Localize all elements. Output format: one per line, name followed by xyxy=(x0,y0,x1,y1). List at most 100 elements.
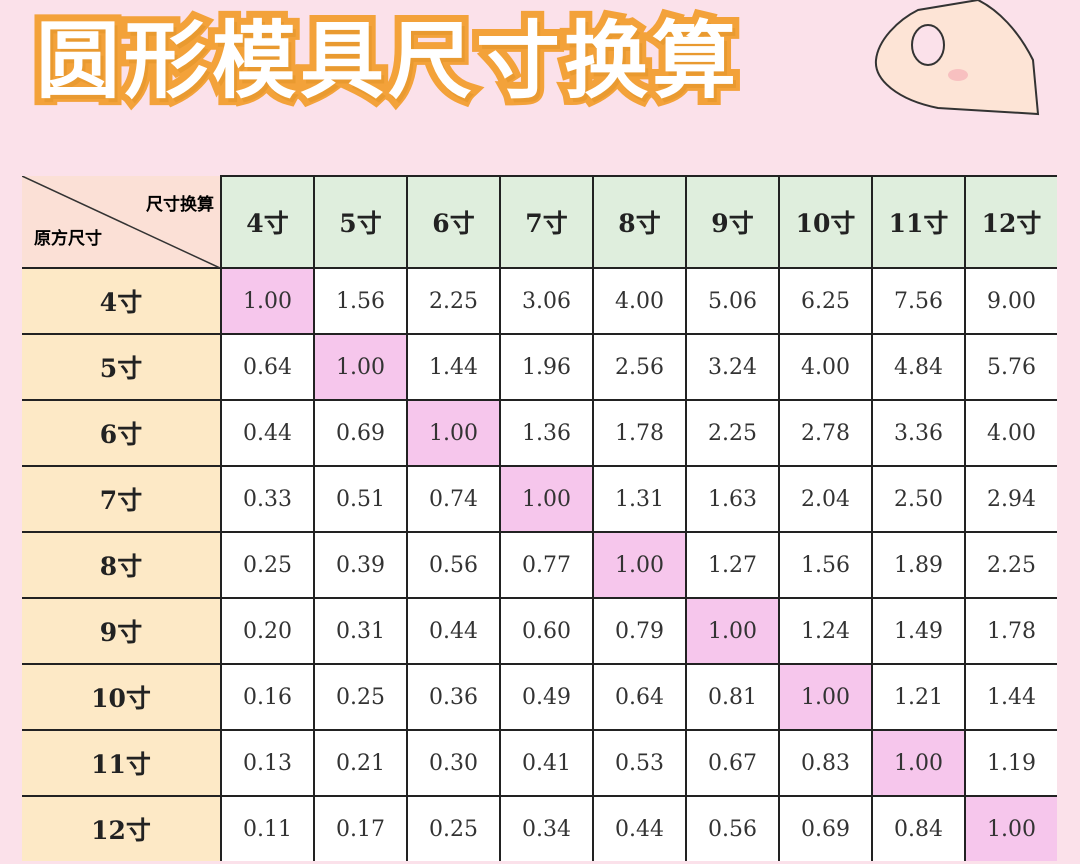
table-cell: 1.78 xyxy=(592,399,687,467)
table-cell: 0.34 xyxy=(499,795,594,861)
column-header: 11寸 xyxy=(871,175,966,268)
table-cell: 0.84 xyxy=(871,795,966,861)
table-cell: 0.69 xyxy=(778,795,873,861)
table-cell: 0.17 xyxy=(313,795,408,861)
row-header: 9寸 xyxy=(22,597,222,665)
table-cell: 1.44 xyxy=(964,663,1057,731)
row-header: 8寸 xyxy=(22,531,222,599)
diagonal-cell: 1.00 xyxy=(871,729,966,797)
table-cell: 7.56 xyxy=(871,267,966,335)
table-cell: 1.19 xyxy=(964,729,1057,797)
table-cell: 0.49 xyxy=(499,663,594,731)
table-cell: 0.77 xyxy=(499,531,594,599)
table-cell: 9.00 xyxy=(964,267,1057,335)
row-header: 11寸 xyxy=(22,729,222,797)
table-cell: 1.78 xyxy=(964,597,1057,665)
table-cell: 1.56 xyxy=(778,531,873,599)
table-cell: 0.53 xyxy=(592,729,687,797)
table-cell: 0.36 xyxy=(406,663,501,731)
table-row: 6寸 0.44 0.69 1.00 1.36 1.78 2.25 2.78 3.36 4.00 xyxy=(22,399,1057,467)
row-header: 6寸 xyxy=(22,399,222,467)
table-cell: 2.04 xyxy=(778,465,873,533)
table-cell: 1.31 xyxy=(592,465,687,533)
table-cell: 1.96 xyxy=(499,333,594,401)
table-cell: 5.76 xyxy=(964,333,1057,401)
table-cell: 0.44 xyxy=(592,795,687,861)
table-cell: 2.50 xyxy=(871,465,966,533)
table-cell: 0.33 xyxy=(220,465,315,533)
table-cell: 0.13 xyxy=(220,729,315,797)
page-title: 圆形模具尺寸换算 xyxy=(29,5,743,117)
table-cell: 0.25 xyxy=(406,795,501,861)
table-cell: 0.69 xyxy=(313,399,408,467)
table-cell: 2.25 xyxy=(964,531,1057,599)
table-cell: 2.94 xyxy=(964,465,1057,533)
table-cell: 0.21 xyxy=(313,729,408,797)
diagonal-cell: 1.00 xyxy=(220,267,315,335)
table-cell: 0.20 xyxy=(220,597,315,665)
diagonal-line xyxy=(22,176,220,268)
diagonal-cell: 1.00 xyxy=(778,663,873,731)
row-header: 12寸 xyxy=(22,795,222,861)
column-header: 7寸 xyxy=(499,175,594,268)
ok-hand-icon xyxy=(874,0,1040,116)
table-cell: 4.84 xyxy=(871,333,966,401)
table-cell: 0.44 xyxy=(406,597,501,665)
row-header: 7寸 xyxy=(22,465,222,533)
table-row: 7寸 0.33 0.51 0.74 1.00 1.31 1.63 2.04 2.50 2.94 xyxy=(22,465,1057,533)
table-row: 8寸 0.25 0.39 0.56 0.77 1.00 1.27 1.56 1.89 2.25 xyxy=(22,531,1057,599)
column-header: 9寸 xyxy=(685,175,780,268)
diagonal-cell: 1.00 xyxy=(499,465,594,533)
table-cell: 1.27 xyxy=(685,531,780,599)
table-row: 11寸 0.13 0.21 0.30 0.41 0.53 0.67 0.83 1.00 1.19 xyxy=(22,729,1057,797)
table-cell: 1.49 xyxy=(871,597,966,665)
table-cell: 0.11 xyxy=(220,795,315,861)
corner-top-label: 尺寸换算 xyxy=(146,195,214,215)
diagonal-cell: 1.00 xyxy=(406,399,501,467)
table-cell: 2.56 xyxy=(592,333,687,401)
table-row: 5寸 0.64 1.00 1.44 1.96 2.56 3.24 4.00 4.84 5.76 xyxy=(22,333,1057,401)
column-header: 5寸 xyxy=(313,175,408,268)
table-cell: 1.24 xyxy=(778,597,873,665)
table-cell: 0.56 xyxy=(406,531,501,599)
table-cell: 2.25 xyxy=(685,399,780,467)
table-cell: 3.36 xyxy=(871,399,966,467)
table-row: 4寸 1.00 1.56 2.25 3.06 4.00 5.06 6.25 7.56 9.00 xyxy=(22,267,1057,335)
table-cell: 0.74 xyxy=(406,465,501,533)
table-cell: 0.67 xyxy=(685,729,780,797)
diagonal-cell: 1.00 xyxy=(964,795,1057,861)
table-cell: 1.21 xyxy=(871,663,966,731)
table-cell: 0.30 xyxy=(406,729,501,797)
table-cell: 6.25 xyxy=(778,267,873,335)
table-cell: 4.00 xyxy=(592,267,687,335)
table-cell: 1.56 xyxy=(313,267,408,335)
table-cell: 3.06 xyxy=(499,267,594,335)
table-cell: 0.44 xyxy=(220,399,315,467)
table-cell: 0.64 xyxy=(592,663,687,731)
corner-bottom-label: 原方尺寸 xyxy=(34,229,102,249)
table-cell: 3.24 xyxy=(685,333,780,401)
table-cell: 0.25 xyxy=(313,663,408,731)
row-header: 4寸 xyxy=(22,267,222,335)
table-cell: 1.44 xyxy=(406,333,501,401)
table-cell: 0.56 xyxy=(685,795,780,861)
column-header: 4寸 xyxy=(220,175,315,268)
table-row: 10寸 0.16 0.25 0.36 0.49 0.64 0.81 1.00 1.21 1.44 xyxy=(22,663,1057,731)
table-cell: 1.89 xyxy=(871,531,966,599)
table-cell: 0.16 xyxy=(220,663,315,731)
column-header: 10寸 xyxy=(778,175,873,268)
table-cell: 0.60 xyxy=(499,597,594,665)
table-cell: 4.00 xyxy=(778,333,873,401)
row-header: 5寸 xyxy=(22,333,222,401)
table-cell: 1.36 xyxy=(499,399,594,467)
diagonal-cell: 1.00 xyxy=(592,531,687,599)
table-cell: 5.06 xyxy=(685,267,780,335)
table-row: 12寸 0.11 0.17 0.25 0.34 0.44 0.56 0.69 0.84 1.00 xyxy=(22,795,1057,861)
table-cell: 0.31 xyxy=(313,597,408,665)
table-cell: 0.83 xyxy=(778,729,873,797)
table-cell: 0.25 xyxy=(220,531,315,599)
table-cell: 0.51 xyxy=(313,465,408,533)
table-cell: 0.64 xyxy=(220,333,315,401)
table-cell: 0.79 xyxy=(592,597,687,665)
table-cell: 1.63 xyxy=(685,465,780,533)
